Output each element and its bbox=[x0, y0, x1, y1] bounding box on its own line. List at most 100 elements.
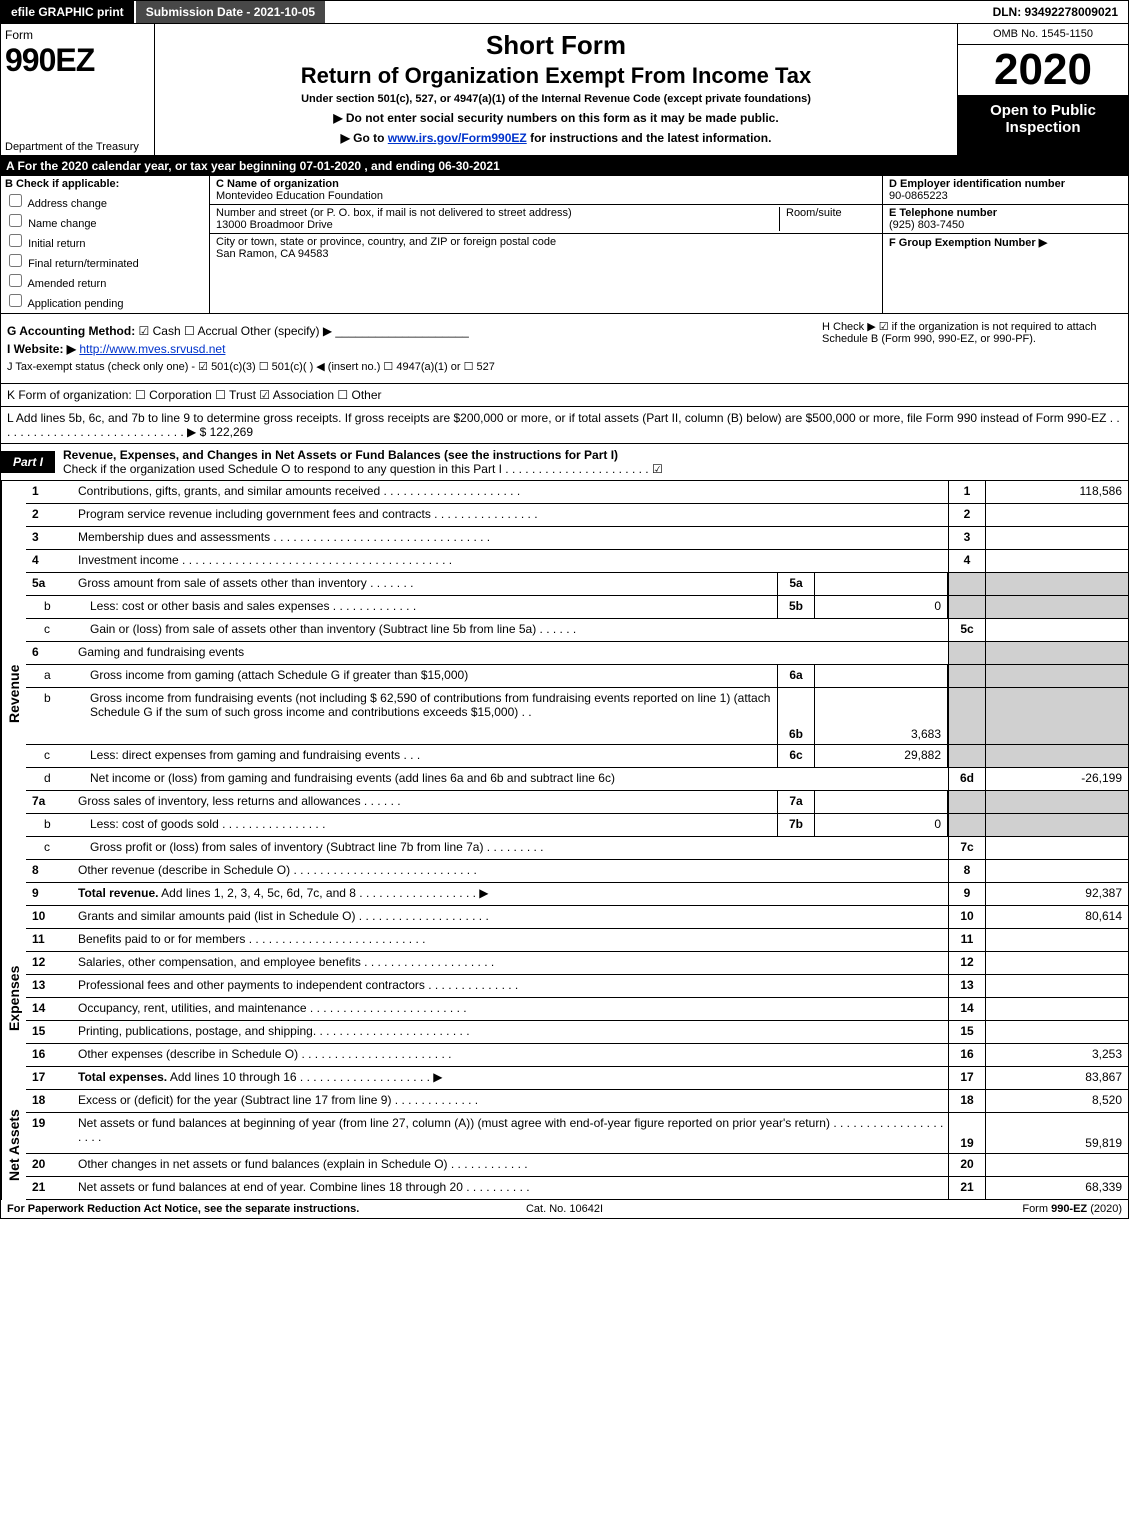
row-5b: bLess: cost or other basis and sales exp… bbox=[26, 596, 1128, 619]
row-5a: 5aGross amount from sale of assets other… bbox=[26, 573, 1128, 596]
revenue-side-label: Revenue bbox=[1, 481, 26, 906]
accounting-method-line: G Accounting Method: Cash Accrual Other … bbox=[7, 324, 814, 338]
row-9: 9Total revenue. Add lines 1, 2, 3, 4, 5c… bbox=[26, 883, 1128, 906]
i-label: I Website: ▶ bbox=[7, 342, 76, 356]
check-final-return[interactable]: Final return/terminated bbox=[5, 251, 205, 270]
return-title: Return of Organization Exempt From Incom… bbox=[163, 63, 949, 89]
submission-date: Submission Date - 2021-10-05 bbox=[136, 1, 325, 23]
check-application-pending[interactable]: Application pending bbox=[5, 291, 205, 310]
row-8: 8Other revenue (describe in Schedule O) … bbox=[26, 860, 1128, 883]
irs-link[interactable]: www.irs.gov/Form990EZ bbox=[388, 131, 527, 145]
row-7b: bLess: cost of goods sold . . . . . . . … bbox=[26, 814, 1128, 837]
check-accrual[interactable]: Accrual bbox=[184, 324, 237, 338]
ein-cell: D Employer identification number 90-0865… bbox=[883, 176, 1128, 205]
row-21: 21Net assets or fund balances at end of … bbox=[26, 1177, 1128, 1200]
check-cash[interactable]: Cash bbox=[139, 324, 181, 338]
row-3: 3Membership dues and assessments . . . .… bbox=[26, 527, 1128, 550]
section-k: K Form of organization: ☐ Corporation ☐ … bbox=[0, 384, 1129, 407]
dln-number: DLN: 93492278009021 bbox=[983, 1, 1128, 23]
box-b-label: B Check if applicable: bbox=[5, 178, 205, 190]
org-name: Montevideo Education Foundation bbox=[216, 190, 383, 202]
website-link[interactable]: http://www.mves.srvusd.net bbox=[79, 342, 225, 356]
header-left: Form 990EZ Department of the Treasury bbox=[1, 24, 155, 155]
tax-exempt-status-line: J Tax-exempt status (check only one) - ☑… bbox=[7, 360, 814, 373]
row-19: 19Net assets or fund balances at beginni… bbox=[26, 1113, 1128, 1154]
org-city-row: City or town, state or province, country… bbox=[210, 234, 882, 262]
top-bar: efile GRAPHIC print Submission Date - 20… bbox=[0, 0, 1129, 24]
org-city: San Ramon, CA 94583 bbox=[216, 248, 329, 260]
g-label: G Accounting Method: bbox=[7, 324, 135, 338]
box-c: C Name of organization Montevideo Educat… bbox=[210, 176, 882, 313]
tel-value: (925) 803-7450 bbox=[889, 219, 964, 231]
city-label: City or town, state or province, country… bbox=[216, 236, 556, 248]
box-b: B Check if applicable: Address change Na… bbox=[1, 176, 210, 313]
org-name-label: C Name of organization bbox=[216, 178, 339, 190]
expenses-section: Expenses 10Grants and similar amounts pa… bbox=[0, 906, 1129, 1090]
org-street: 13000 Broadmoor Drive bbox=[216, 219, 333, 231]
check-initial-return[interactable]: Initial return bbox=[5, 231, 205, 250]
l-text: L Add lines 5b, 6c, and 7b to line 9 to … bbox=[7, 411, 1120, 439]
row-6a: aGross income from gaming (attach Schedu… bbox=[26, 665, 1128, 688]
row-6b: bGross income from fundraising events (n… bbox=[26, 688, 1128, 745]
header-right: OMB No. 1545-1150 2020 Open to Public In… bbox=[957, 24, 1128, 155]
org-info-grid: B Check if applicable: Address change Na… bbox=[0, 176, 1129, 314]
row-11: 11Benefits paid to or for members . . . … bbox=[26, 929, 1128, 952]
tax-year: 2020 bbox=[958, 45, 1128, 96]
row-15: 15Printing, publications, postage, and s… bbox=[26, 1021, 1128, 1044]
footer-right: Form 990-EZ (2020) bbox=[750, 1203, 1122, 1215]
tax-period-row: A For the 2020 calendar year, or tax yea… bbox=[0, 156, 1129, 176]
row-6d: dNet income or (loss) from gaming and fu… bbox=[26, 768, 1128, 791]
check-address-change[interactable]: Address change bbox=[5, 191, 205, 210]
check-amended-return[interactable]: Amended return bbox=[5, 271, 205, 290]
row-5c: cGain or (loss) from sale of assets othe… bbox=[26, 619, 1128, 642]
part-1-title: Revenue, Expenses, and Changes in Net As… bbox=[55, 444, 1128, 480]
net-assets-side-label: Net Assets bbox=[1, 1090, 26, 1200]
row-2: 2Program service revenue including gover… bbox=[26, 504, 1128, 527]
department-label: Department of the Treasury bbox=[5, 141, 139, 153]
goto-suffix: for instructions and the latest informat… bbox=[530, 131, 771, 145]
check-name-change[interactable]: Name change bbox=[5, 211, 205, 230]
section-ghij: G Accounting Method: Cash Accrual Other … bbox=[0, 314, 1129, 384]
page-footer: For Paperwork Reduction Act Notice, see … bbox=[0, 1200, 1129, 1219]
row-7c: cGross profit or (loss) from sales of in… bbox=[26, 837, 1128, 860]
row-6: 6Gaming and fundraising events bbox=[26, 642, 1128, 665]
part-1-header: Part I Revenue, Expenses, and Changes in… bbox=[0, 444, 1129, 481]
room-suite: Room/suite bbox=[780, 207, 876, 231]
row-17: 17Total expenses. Add lines 10 through 1… bbox=[26, 1067, 1128, 1090]
ssn-warning: ▶ Do not enter social security numbers o… bbox=[163, 111, 949, 125]
efile-print-button[interactable]: efile GRAPHIC print bbox=[1, 1, 136, 23]
part-1-check-o: Check if the organization used Schedule … bbox=[63, 462, 663, 476]
row-4: 4Investment income . . . . . . . . . . .… bbox=[26, 550, 1128, 573]
l-amount: 122,269 bbox=[210, 425, 253, 439]
website-line: I Website: ▶ http://www.mves.srvusd.net bbox=[7, 342, 814, 356]
form-header: Form 990EZ Department of the Treasury Sh… bbox=[0, 24, 1129, 156]
row-20: 20Other changes in net assets or fund ba… bbox=[26, 1154, 1128, 1177]
header-center: Short Form Return of Organization Exempt… bbox=[155, 24, 957, 155]
footer-center: Cat. No. 10642I bbox=[379, 1203, 751, 1215]
under-section-text: Under section 501(c), 527, or 4947(a)(1)… bbox=[163, 93, 949, 105]
section-l: L Add lines 5b, 6c, and 7b to line 9 to … bbox=[0, 407, 1129, 444]
short-form-title: Short Form bbox=[163, 30, 949, 61]
row-14: 14Occupancy, rent, utilities, and mainte… bbox=[26, 998, 1128, 1021]
g-other: Other (specify) ▶ bbox=[241, 324, 332, 338]
row-16: 16Other expenses (describe in Schedule O… bbox=[26, 1044, 1128, 1067]
h-box: H Check ▶ ☑ if the organization is not r… bbox=[814, 320, 1122, 377]
group-exemption-label: F Group Exemption Number ▶ bbox=[889, 237, 1047, 249]
form-label: Form bbox=[5, 28, 150, 42]
row-7a: 7aGross sales of inventory, less returns… bbox=[26, 791, 1128, 814]
telephone-cell: E Telephone number (925) 803-7450 bbox=[883, 205, 1128, 234]
form-number: 990EZ bbox=[5, 42, 150, 79]
box-def: D Employer identification number 90-0865… bbox=[882, 176, 1128, 313]
row-12: 12Salaries, other compensation, and empl… bbox=[26, 952, 1128, 975]
tel-label: E Telephone number bbox=[889, 207, 997, 219]
footer-left: For Paperwork Reduction Act Notice, see … bbox=[7, 1203, 379, 1215]
row-6c: cLess: direct expenses from gaming and f… bbox=[26, 745, 1128, 768]
org-address-row: Number and street (or P. O. box, if mail… bbox=[210, 205, 882, 234]
row-10: 10Grants and similar amounts paid (list … bbox=[26, 906, 1128, 929]
expenses-side-label: Expenses bbox=[1, 906, 26, 1090]
row-13: 13Professional fees and other payments t… bbox=[26, 975, 1128, 998]
org-name-row: C Name of organization Montevideo Educat… bbox=[210, 176, 882, 205]
part-1-label: Part I bbox=[1, 451, 55, 473]
ein-value: 90-0865223 bbox=[889, 190, 948, 202]
goto-instructions: ▶ Go to www.irs.gov/Form990EZ for instru… bbox=[163, 131, 949, 145]
